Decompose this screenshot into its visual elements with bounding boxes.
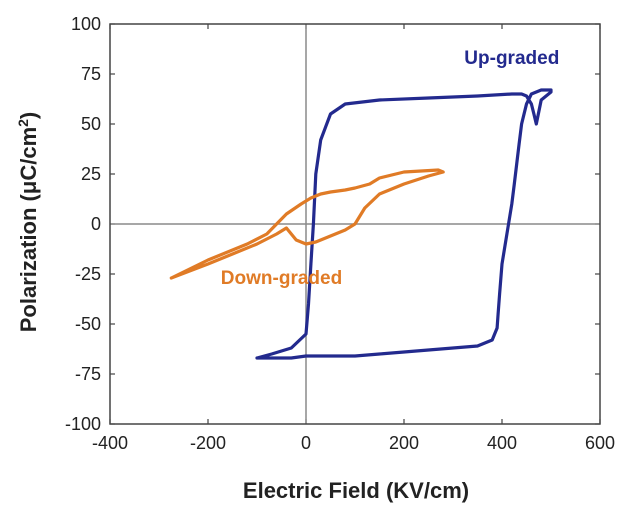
y-tick-label: -100 (65, 414, 101, 434)
y-axis-title-prefix: Polarization ( (16, 193, 41, 332)
y-tick-label: 50 (81, 114, 101, 134)
x-tick-label: 0 (301, 433, 311, 453)
x-axis-title: Electric Field (KV/cm) (243, 478, 469, 503)
series-layer (169, 88, 553, 360)
y-axis-title-mu: μ (16, 181, 41, 194)
x-tick-label: 600 (585, 433, 615, 453)
series-line-0 (255, 88, 553, 360)
y-tick-label: 0 (91, 214, 101, 234)
y-tick-label: 100 (71, 14, 101, 34)
series-label-0: Up-graded (464, 48, 559, 69)
x-tick-label: 200 (389, 433, 419, 453)
y-axis-title-unit: C/cm (16, 127, 41, 181)
y-axis-title: Polarization (μC/cm2) (15, 112, 41, 333)
plot-frame (109, 23, 601, 425)
series-label-1: Down-graded (221, 268, 342, 289)
x-tick-label: -200 (190, 433, 226, 453)
tick-labels: -400 -200 0 200 400 600 -100 -75 -50 -25 0 25 50 75 10… (65, 14, 615, 453)
y-axis-title-superscript: 2 (15, 119, 31, 127)
series-labels: Up-graded Down-graded (221, 48, 559, 289)
y-tick-label: 25 (81, 164, 101, 184)
series-line-1 (169, 168, 445, 280)
y-tick-label: -25 (75, 264, 101, 284)
y-tick-label: 75 (81, 64, 101, 84)
y-tick-label: -50 (75, 314, 101, 334)
x-tick-label: 400 (487, 433, 517, 453)
y-tick-label: -75 (75, 364, 101, 384)
y-axis-title-suffix: ) (16, 112, 41, 119)
x-tick-label: -400 (92, 433, 128, 453)
